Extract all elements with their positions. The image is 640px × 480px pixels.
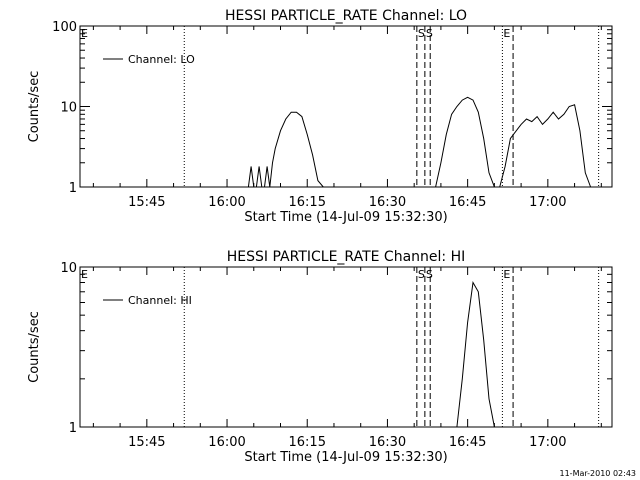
x-tick-label: 16:00 — [208, 195, 245, 210]
event-line-label: E — [503, 27, 510, 40]
footer-timestamp: 11-Mar-2010 02:43 — [560, 469, 637, 478]
x-tick-label: 16:15 — [289, 435, 326, 450]
legend-label: Channel: HI — [128, 294, 192, 307]
x-tick-label: 16:15 — [289, 195, 326, 210]
chart-title: HESSI PARTICLE_RATE Channel: HI — [227, 249, 465, 265]
x-tick-label: 16:00 — [208, 435, 245, 450]
legend-label: Channel: LO — [128, 53, 195, 66]
event-line-label: S — [426, 27, 433, 40]
x-tick-label: 16:30 — [369, 435, 406, 450]
y-tick-label: 10 — [60, 101, 77, 116]
chart-title: HESSI PARTICLE_RATE Channel: LO — [225, 8, 467, 24]
plot-frame — [79, 25, 613, 188]
y-tick-label: 100 — [52, 20, 77, 35]
event-line-label: E — [81, 268, 88, 281]
y-tick-label: 1 — [69, 181, 77, 196]
x-tick-label: 15:45 — [128, 195, 165, 210]
x-tick-label: 17:00 — [529, 195, 566, 210]
x-tick-label: 17:00 — [529, 435, 566, 450]
x-tick-label: 15:45 — [128, 435, 165, 450]
y-tick-label: 1 — [69, 421, 77, 436]
x-axis-label: Start Time (14-Jul-09 15:32:30) — [244, 210, 447, 225]
x-axis-label: Start Time (14-Jul-09 15:32:30) — [244, 450, 447, 465]
event-line-label: S — [426, 268, 433, 281]
event-line-label: E — [81, 27, 88, 40]
event-line-label: E — [503, 268, 510, 281]
series-line — [456, 280, 495, 428]
chart-lo: HESSI PARTICLE_RATE Channel: LO Start Tim… — [27, 8, 613, 225]
x-tick-label: 16:30 — [369, 195, 406, 210]
chart-hi: HESSI PARTICLE_RATE Channel: HI Start Tim… — [27, 249, 613, 465]
x-tick-label: 16:45 — [449, 195, 486, 210]
x-tick-label: 16:45 — [449, 435, 486, 450]
y-tick-label: 10 — [60, 261, 77, 276]
y-axis-label: Counts/sec — [27, 71, 42, 143]
event-line-label: S — [418, 268, 425, 281]
y-axis-label: Counts/sec — [27, 311, 42, 383]
event-line-label: S — [418, 27, 425, 40]
series-line — [247, 96, 592, 188]
plot-frame — [79, 266, 613, 428]
